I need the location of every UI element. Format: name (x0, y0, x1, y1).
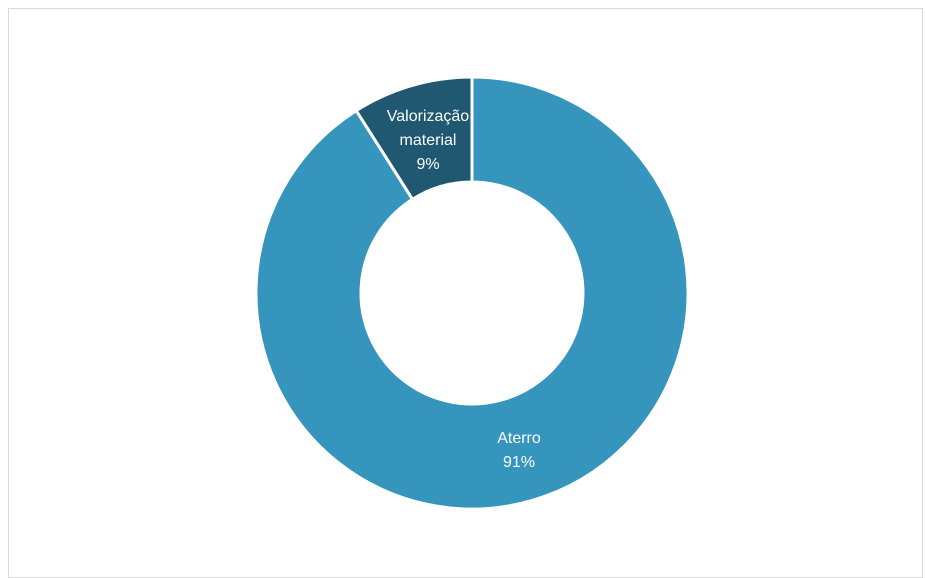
data-label-aterro: Aterro 91% (497, 430, 541, 471)
chart-slices (254, 75, 690, 511)
slice-aterro (254, 75, 690, 511)
data-label-category: material (400, 132, 457, 149)
slice-valorizacao-material (354, 75, 474, 201)
data-label-category: Valorização (387, 108, 470, 125)
data-label-value: 91% (503, 454, 535, 471)
doughnut-chart: Aterro 91% Valorização material 9% (254, 75, 690, 511)
data-label-valorizacao-material: Valorização material 9% (387, 108, 470, 173)
data-label-value: 9% (416, 156, 439, 173)
chart-data-labels: Aterro 91% Valorização material 9% (387, 108, 541, 471)
data-label-category: Aterro (497, 430, 541, 447)
